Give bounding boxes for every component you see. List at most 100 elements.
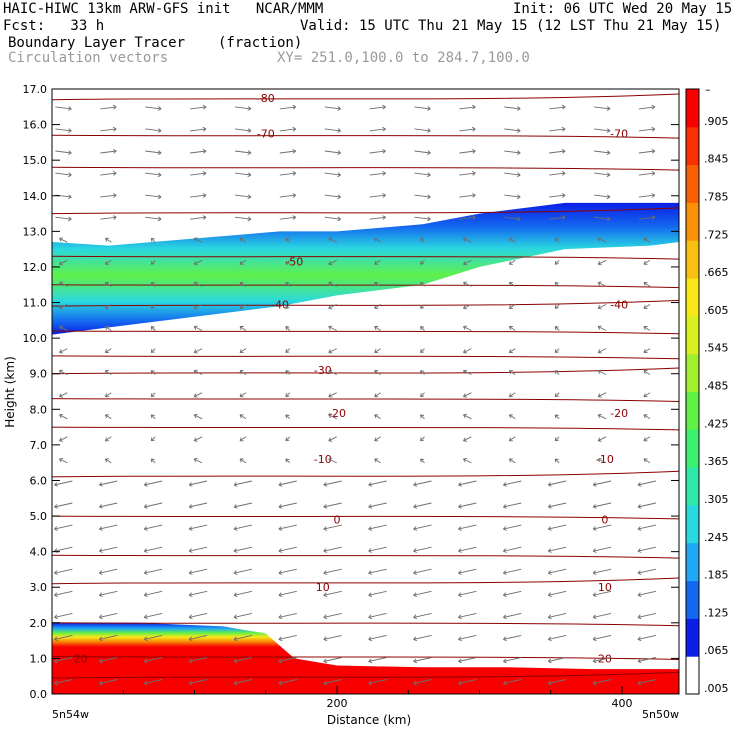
circulation-vector bbox=[239, 458, 247, 464]
circulation-vector bbox=[323, 480, 342, 487]
chart-title-line: HAIC-HIWC 13km ARW-GFS init NCAR/MMM bbox=[3, 1, 324, 17]
circulation-vector bbox=[637, 502, 656, 509]
circulation-vector bbox=[323, 502, 342, 509]
circulation-vector bbox=[413, 679, 432, 686]
circulation-vector bbox=[278, 480, 297, 487]
temperature-contour bbox=[51, 398, 680, 402]
circulation-vector bbox=[278, 502, 297, 509]
circulation-vector bbox=[592, 502, 612, 509]
colorbar-label: .245 bbox=[704, 531, 729, 544]
circulation-vector bbox=[508, 348, 516, 354]
colorbar-label: .425 bbox=[704, 417, 729, 430]
circulation-vector bbox=[643, 414, 651, 420]
circulation-vector bbox=[104, 370, 112, 375]
circulation-vector bbox=[504, 106, 521, 111]
circulation-vector bbox=[369, 193, 386, 198]
circulation-vector bbox=[638, 171, 656, 176]
circulation-vector bbox=[98, 480, 118, 487]
circulation-vector bbox=[594, 216, 611, 222]
circulation-vector bbox=[285, 259, 291, 265]
circulation-vector bbox=[374, 326, 381, 331]
circulation-vector bbox=[597, 369, 607, 376]
valid-time: Valid: 15 UTC Thu 21 May 15 (12 LST Thu … bbox=[300, 18, 722, 34]
circulation-vector bbox=[328, 392, 337, 398]
upper-tracer-layer bbox=[52, 202, 679, 335]
circulation-vector bbox=[323, 524, 342, 531]
circulation-vector bbox=[188, 634, 208, 642]
temperature-contour bbox=[51, 470, 680, 478]
colorbar-segment bbox=[686, 353, 699, 392]
circulation-vector bbox=[554, 436, 560, 442]
circulation-vector bbox=[285, 392, 291, 398]
colorbar-label: .365 bbox=[704, 455, 729, 468]
circulation-vector bbox=[150, 414, 156, 420]
y-tick-label: 13.0 bbox=[23, 225, 48, 238]
circulation-vector bbox=[414, 150, 431, 156]
circulation-vector bbox=[458, 502, 477, 509]
circulation-vector bbox=[597, 392, 607, 398]
circulation-vector bbox=[59, 325, 68, 331]
circulation-vector bbox=[59, 303, 68, 310]
circulation-vector bbox=[420, 348, 425, 354]
circulation-vector bbox=[323, 657, 342, 664]
circulation-vector bbox=[104, 304, 112, 309]
colorbar-segment bbox=[686, 429, 699, 468]
circulation-vector bbox=[54, 634, 73, 642]
circulation-vector bbox=[98, 502, 118, 509]
temperature-contour bbox=[51, 671, 680, 679]
colorbar-top-label: – bbox=[705, 83, 711, 96]
contour-label: 0 bbox=[334, 514, 341, 527]
circulation-vector bbox=[374, 259, 381, 265]
colorbar-segment bbox=[686, 240, 699, 279]
circulation-vector bbox=[420, 237, 425, 243]
circulation-vector bbox=[597, 413, 607, 420]
circulation-vector bbox=[420, 259, 425, 265]
circulation-vector bbox=[554, 237, 560, 243]
circulation-vector bbox=[547, 634, 567, 642]
circulation-vector bbox=[637, 480, 656, 487]
circulation-vector bbox=[98, 679, 118, 686]
circulation-vector bbox=[594, 128, 611, 133]
circulation-vector bbox=[54, 612, 73, 620]
circulation-vector bbox=[100, 148, 117, 154]
circulation-vector bbox=[458, 524, 477, 531]
circulation-vector bbox=[104, 348, 112, 354]
circulation-vector bbox=[592, 480, 612, 487]
circulation-vector bbox=[278, 657, 297, 664]
colorbar-segment bbox=[686, 164, 699, 203]
y-tick-label: 11.0 bbox=[23, 297, 48, 310]
circulation-vector bbox=[374, 392, 381, 398]
circulation-vector bbox=[554, 259, 560, 265]
circulation-vector bbox=[459, 148, 476, 154]
circulation-vector bbox=[193, 457, 203, 464]
circulation-vector bbox=[323, 679, 342, 686]
circulation-vector bbox=[643, 348, 651, 354]
circulation-vector bbox=[98, 524, 118, 531]
circulation-vector bbox=[597, 457, 607, 464]
circulation-vector bbox=[234, 194, 252, 200]
circulation-vector bbox=[368, 634, 387, 642]
circulation-vector bbox=[54, 480, 73, 487]
circulation-vector bbox=[190, 126, 207, 132]
circulation-vector bbox=[193, 237, 203, 243]
circulation-vector bbox=[150, 237, 156, 243]
y-tick-label: 17.0 bbox=[23, 83, 48, 96]
circulation-vector bbox=[150, 304, 156, 309]
circulation-vector bbox=[463, 392, 472, 398]
colorbar-frame bbox=[685, 88, 700, 695]
circulation-vector bbox=[193, 348, 203, 354]
temperature-contour bbox=[51, 330, 680, 335]
circulation-vector bbox=[143, 546, 163, 553]
circulation-vector bbox=[597, 259, 607, 266]
circulation-vector bbox=[100, 171, 117, 176]
circulation-vector bbox=[188, 679, 208, 686]
circulation-vector bbox=[233, 679, 253, 686]
colorbar-segment bbox=[686, 202, 699, 241]
circulation-vector bbox=[55, 128, 72, 133]
colorbar-label: .125 bbox=[704, 606, 729, 619]
circulation-vector bbox=[193, 436, 203, 442]
circulation-vector bbox=[413, 657, 432, 664]
circulation-vector bbox=[643, 326, 651, 331]
temperature-contour bbox=[51, 255, 680, 260]
circulation-vector bbox=[193, 325, 203, 331]
